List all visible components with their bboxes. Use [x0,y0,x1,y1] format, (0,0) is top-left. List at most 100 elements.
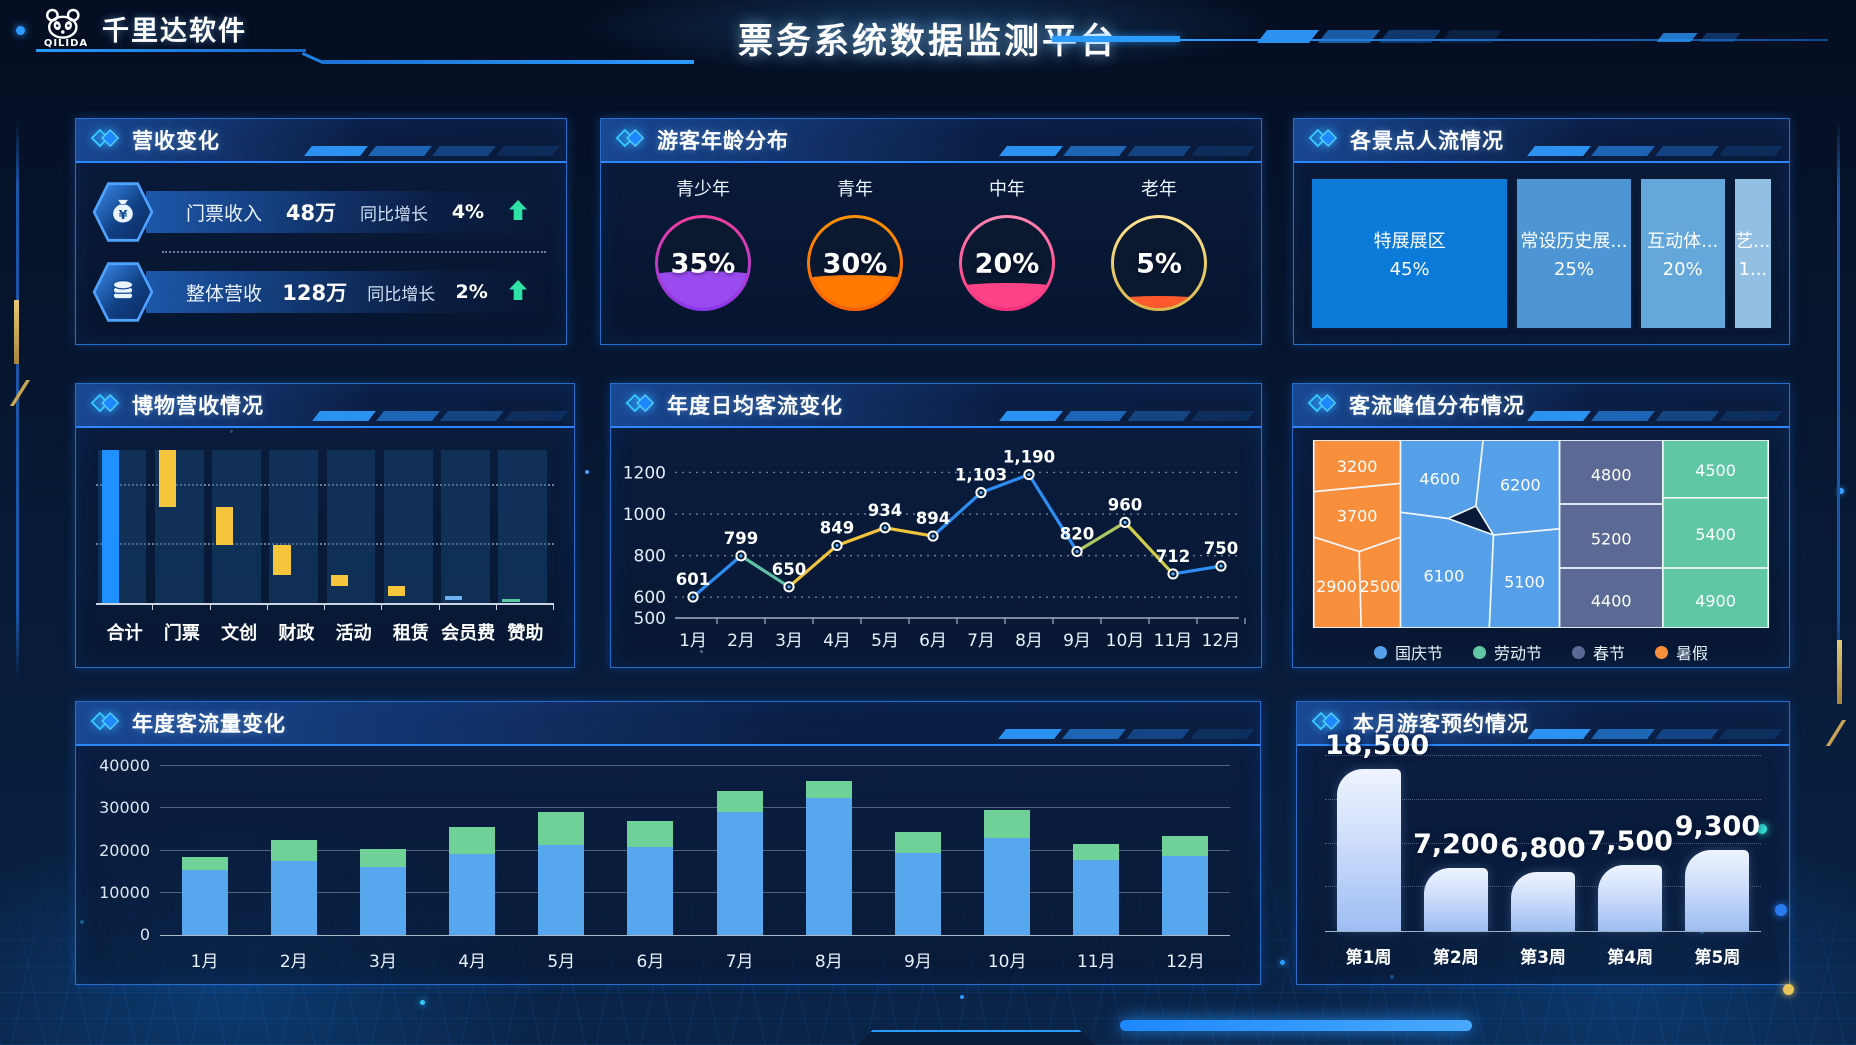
x-tick-label: 11月 [1076,952,1116,972]
header-decoration [1527,146,1783,156]
peak-cell-value: 5100 [1504,573,1545,592]
age-liquid-chart: 青少年 35% 青年 30% 中年 20% 老年 5% [601,163,1261,311]
waterfall-slot [268,450,325,610]
logo-subtext: QILIDA [43,38,89,49]
stacked-column [627,766,674,935]
metric-value: 128万 [282,281,348,305]
legend-item-暑假[interactable]: 暑假 [1655,640,1708,664]
waterfall-backdrop [498,450,548,603]
x-tick-label: 4月 [458,952,487,972]
bar-slot [963,766,1052,935]
bar-segment-green [1162,835,1209,856]
weekly-bar [1598,865,1663,931]
week-label: 第4周 [1607,948,1654,968]
header-decoration [304,146,560,156]
bar-slot [873,766,962,935]
panel-attraction-flow: 各景点人流情况 特展展区 45% 常设历史展... 25% 互动体... 20% 艺... 1… [1293,118,1790,345]
x-tick-label: 1月 [190,952,219,972]
panel-title: 年度客流量变化 [132,712,286,736]
y-tick-label: 40000 [99,756,150,775]
metric-label: 门票收入 [186,202,263,225]
weekly-bar [1511,871,1575,931]
header-decoration [999,411,1255,421]
category-label: 活动 [335,623,372,644]
panel-peak-distribution: 客流峰值分布情况 3200 3700 2900 2500 4600 6200 6100 510… [1292,383,1790,668]
spacer [717,766,763,791]
peak-cell-value: 4800 [1591,465,1632,484]
bar-segment-blue [359,866,406,935]
waterfall-slot [153,450,211,610]
x-tick-label: 1月 [679,631,707,651]
panel-annual-flow: 年度客流量变化 0 10000 20000 30000 40000 1月 2月 3月 4月 5月 6… [75,701,1261,985]
bar-segment-blue [627,847,674,935]
line-segment [1075,520,1127,554]
bar-slot: 7,500 [1587,756,1674,931]
peak-cell-value: 5400 [1695,525,1736,544]
gridline-dotted [1325,842,1761,844]
diamond-icon [1308,128,1340,153]
line-segment [787,543,839,589]
treemap-cell-value: 45% [1389,259,1430,280]
stacked-column [716,766,763,935]
data-point-label: 1,190 [1003,448,1055,467]
panel-daily-flow: 年度日均客流变化 500 600 800 1000 1200 601 1月 799 2月 650 3… [610,383,1262,668]
peak-cell-value: 2500 [1359,577,1400,596]
bar-value-label: 9,300 [1674,810,1761,842]
peak-cell-value: 3200 [1337,457,1378,476]
panel-peak-header: 客流峰值分布情况 [1293,384,1789,428]
axis-tick [152,603,154,610]
axis-tick [438,603,440,610]
bar-segment-green [894,831,941,853]
bar-slot [784,766,873,935]
liquid-circle-border: 5% [1111,215,1207,311]
y-tick-label: 30000 [99,798,150,818]
legend-item-春节[interactable]: 春节 [1572,640,1625,664]
peak-cell-value: 5200 [1591,529,1632,548]
stacked-bar-chart: 0 10000 20000 30000 40000 1月 2月 3月 4月 5月 6月 7月 8月 9月 1… [76,746,1260,984]
gridline [160,765,1230,766]
category-label: 文创 [221,623,258,644]
treemap-cell-name: 互动体... [1647,231,1719,252]
stacked-bars [160,766,1230,935]
treemap-cell-name: 常设历史展... [1520,231,1628,252]
left-edge-gold-accent [14,300,19,364]
x-tick-label: 7月 [725,952,754,972]
axis-tick [324,603,325,610]
line-segment [883,526,935,538]
header-line-left-bright [322,60,694,64]
bar-value-label: 7,200 [1413,829,1499,860]
metric-value: 48万 [285,201,337,225]
header-decoration [999,146,1255,156]
stacked-column [181,766,228,935]
line-segment [1123,520,1175,576]
panel-title: 游客年龄分布 [657,129,789,153]
category-label: 租赁 [392,623,429,644]
x-tick-label: 12月 [1202,631,1241,651]
weekly-slots: 18,500 7,200 6,800 7,500 9,300 [1325,730,1761,931]
age-item: 中年 20% [959,175,1055,311]
bar-segment-blue [449,853,496,935]
diamond-icon [1311,711,1343,736]
gridline-dotted [1325,755,1761,756]
panel-age-distribution: 游客年龄分布 青少年 35% 青年 30% 中年 20% 老年 5% [600,118,1262,345]
stacked-column [894,766,941,935]
category-label: 门票 [163,623,200,644]
legend-item-劳动节[interactable]: 劳动节 [1472,640,1542,664]
y-tick-label: 500 [634,609,666,629]
bar-segment-green [449,827,496,854]
week-label: 第2周 [1432,948,1479,968]
waterfall-slot [440,450,497,610]
stacked-column [805,766,852,935]
peak-treemap: 3200 3700 2900 2500 4600 6200 6100 5100 4800 5200… [1312,439,1770,629]
bar-segment-green [627,821,674,848]
legend-item-国庆节[interactable]: 国庆节 [1373,640,1443,664]
peak-cell-国庆节 [1399,439,1484,520]
weekly-plot: 18,500 7,200 6,800 7,500 9,300 [1325,730,1761,932]
stacked-column [1073,766,1120,935]
legend-dot [1572,645,1585,659]
waterfall-bar [330,574,348,587]
peak-cell-value: 6100 [1424,567,1465,586]
age-percent-value: 35% [670,248,736,280]
